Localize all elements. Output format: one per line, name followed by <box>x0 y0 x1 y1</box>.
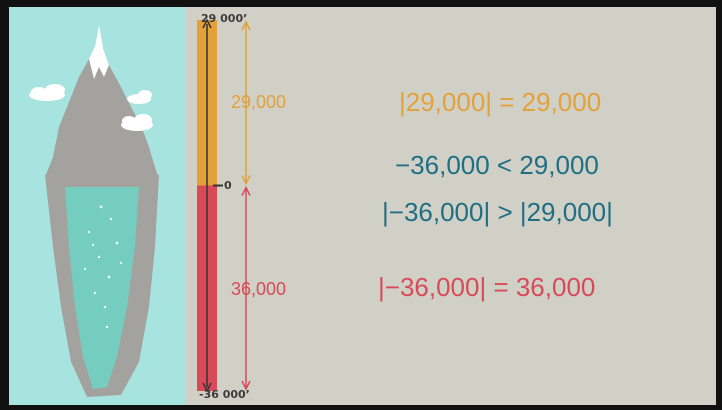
abs-29000-equation: |29,000| = 29,000 <box>399 87 602 117</box>
above-sea-arrowhead-top <box>241 20 251 31</box>
lesson-slide: 29 000’ 0 -36 000’ 29,000 36,000 |29,000… <box>9 7 716 405</box>
depth-scale-chart <box>197 18 251 393</box>
mountain-icon <box>45 37 159 179</box>
above-sea-arrowhead-bottom <box>241 175 251 186</box>
full-range-arrowhead-bottom <box>202 382 212 393</box>
scale-bottom-label: -36 000’ <box>199 388 250 401</box>
above-sea-length-label: 29,000 <box>231 92 287 112</box>
abs-neg36000-equation: |−36,000| = 36,000 <box>378 272 596 302</box>
mountain-trench-illustration <box>29 25 159 397</box>
water-sparkles <box>83 205 123 329</box>
compare-absolute-inequality: |−36,000| > |29,000| <box>382 197 613 227</box>
cloud-icon <box>121 114 153 131</box>
below-sea-length-label: 36,000 <box>231 279 287 299</box>
below-sea-arrowhead-top <box>241 185 251 196</box>
compare-values-inequality: −36,000 < 29,000 <box>395 150 599 180</box>
scale-top-label: 29 000’ <box>201 12 248 25</box>
below-sea-arrowhead-bottom <box>241 380 251 391</box>
full-range-arrowhead-top <box>202 18 212 29</box>
illustration-panel <box>9 7 185 405</box>
cloud-icon <box>29 84 65 101</box>
trench-water-shape <box>65 187 139 389</box>
scale-zero-label: 0 <box>224 179 232 192</box>
snow-peak-shape <box>95 25 103 47</box>
cloud-icon <box>127 90 152 104</box>
snow-cap-shape <box>89 37 109 79</box>
